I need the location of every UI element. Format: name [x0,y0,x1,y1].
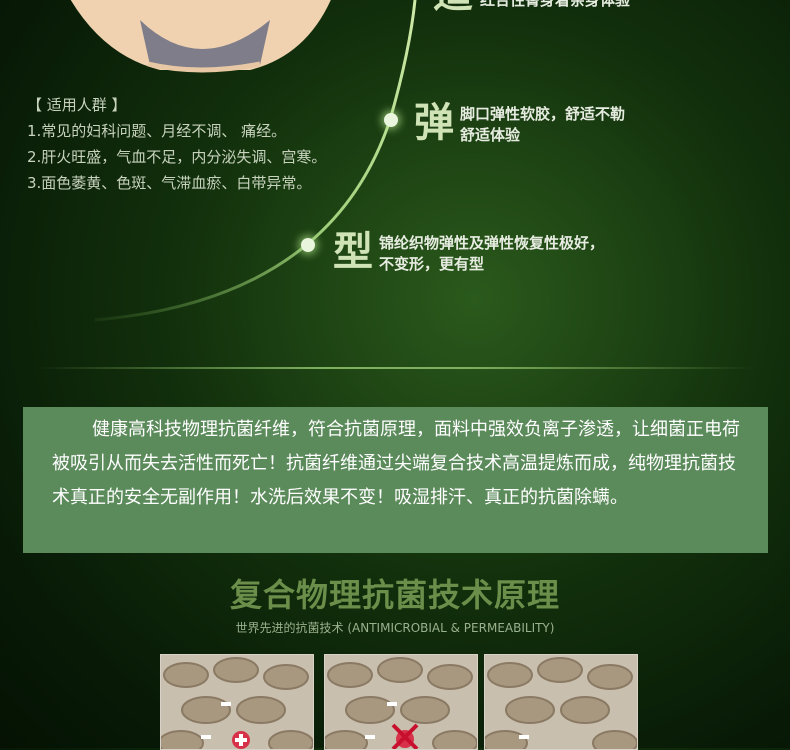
suitable-line: 1.常见的妇科问题、月经不调、 痛经。 [27,122,287,140]
feature-text: 脚口弹性软胶，舒适不勒 [460,105,626,123]
feature-char: 弹 [414,100,454,146]
description-text: 健康高科技物理抗菌纤维，符合抗菌原理，面料中强效负离子渗透，让细菌正电荷被吸引从… [52,419,740,508]
feature-char: 型 [333,229,373,275]
description-box: 健康高科技物理抗菌纤维，符合抗菌原理，面料中强效负离子渗透，让细菌正电荷被吸引从… [23,407,768,553]
decorative-arc [94,0,417,322]
fiber-structure-image [484,654,638,750]
feature-char: 适 [433,0,473,14]
suitable-people: 【 适用人群 】 1.常见的妇科问题、月经不调、 痛经。 2.肝火旺盛，气血不足… [27,92,337,196]
fiber-structure-image [324,654,478,750]
underwear-image [70,0,331,73]
feature-dot [384,113,398,127]
feature-text: 锦纶织物弹性及弹性恢复性极好， [379,234,605,252]
section-title: 复合物理抗菌技术原理 [229,576,560,614]
suitable-line: 2.肝火旺盛，气血不足，内分泌失调、宫寒。 [27,148,327,166]
section-subtitle: 世界先进的抗菌技术 (ANTIMICROBIAL & PERMEABILITY) [235,621,555,635]
suitable-line: 3.面色萎黄、色斑、气滞血瘀、白带异常。 [27,174,312,192]
divider [36,367,754,369]
feature-text: 舒适体验 [460,126,521,144]
feature-text: 红合性臀身着亲身体验 [480,0,631,9]
fiber-structure-image [160,654,314,750]
suitable-heading: 【 适用人群 】 [27,96,127,114]
feature-dot [301,238,315,252]
feature-text: 不变形，更有型 [379,255,485,273]
